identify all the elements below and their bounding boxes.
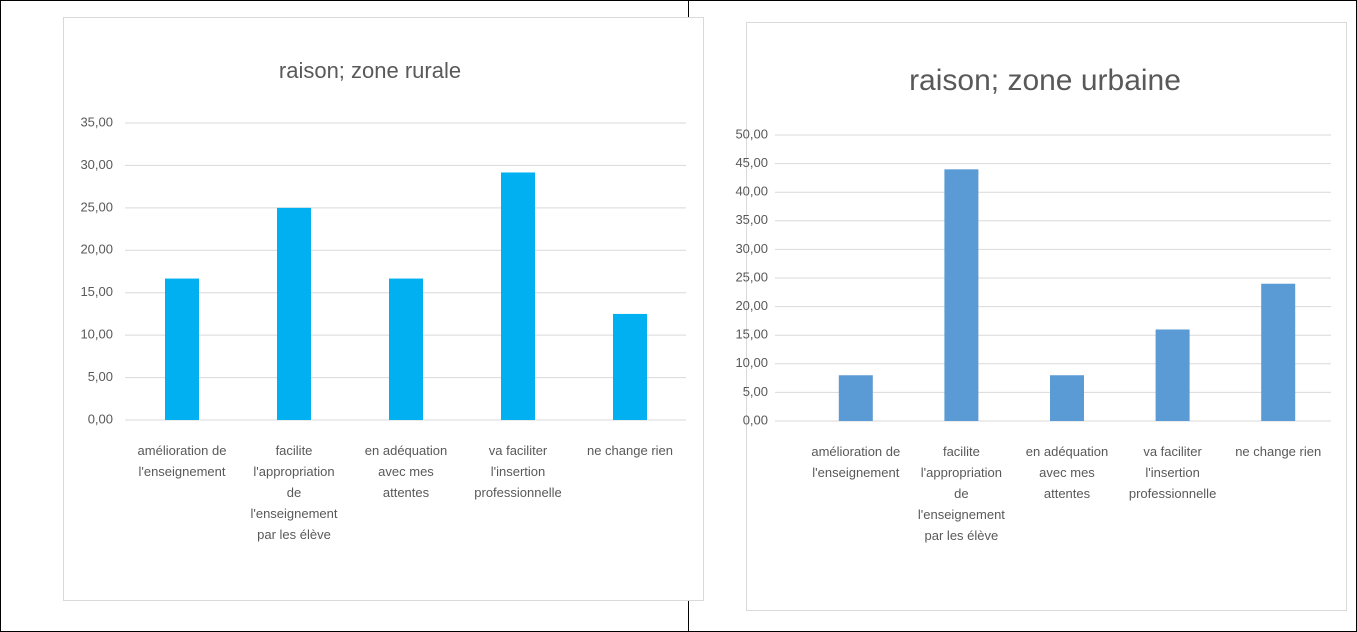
bar xyxy=(165,278,199,420)
bar xyxy=(838,375,873,421)
x-tick-label: en adéquation avec mes attentes xyxy=(365,443,447,500)
chart-box xyxy=(746,22,1347,611)
x-tick-label: facilite l'appropriation de l'enseignement p… xyxy=(918,444,1005,543)
x-tick-label: en adéquation avec mes attentes xyxy=(1026,444,1108,501)
y-tick-label: 20,00 xyxy=(735,298,768,313)
x-tick-label: amélioration de l'enseignement xyxy=(811,444,900,480)
bar xyxy=(944,169,979,421)
chart-box xyxy=(63,17,704,601)
y-tick-label: 45,00 xyxy=(735,155,768,170)
y-tick-label: 10,00 xyxy=(80,327,113,342)
bar xyxy=(389,278,423,420)
y-tick-label: 35,00 xyxy=(80,114,113,129)
y-tick-label: 5,00 xyxy=(743,384,768,399)
bar xyxy=(501,172,535,420)
y-tick-label: 0,00 xyxy=(88,411,113,426)
chart-title: raison; zone rurale xyxy=(279,58,461,83)
y-tick-label: 15,00 xyxy=(80,284,113,299)
y-tick-label: 25,00 xyxy=(80,199,113,214)
x-tick-label: va faciliter l'insertion professionnelle xyxy=(1129,444,1216,501)
bar xyxy=(277,207,311,420)
x-tick-label: amélioration de l'enseignement xyxy=(138,443,227,479)
y-tick-label: 35,00 xyxy=(735,212,768,227)
bar xyxy=(1155,329,1190,421)
y-tick-label: 15,00 xyxy=(735,327,768,342)
bar xyxy=(613,313,647,420)
x-tick-label: ne change rien xyxy=(1235,444,1321,459)
y-tick-label: 30,00 xyxy=(735,241,768,256)
y-tick-label: 40,00 xyxy=(735,184,768,199)
y-tick-label: 50,00 xyxy=(735,126,768,141)
x-tick-label: ne change rien xyxy=(587,443,673,458)
bar xyxy=(1261,283,1296,421)
y-tick-label: 25,00 xyxy=(735,269,768,284)
y-tick-label: 0,00 xyxy=(743,412,768,427)
y-tick-label: 20,00 xyxy=(80,242,113,257)
x-tick-label: facilite l'appropriation de l'enseignement p… xyxy=(250,443,337,542)
x-tick-label: va faciliter l'insertion professionnelle xyxy=(474,443,561,500)
y-tick-label: 30,00 xyxy=(80,157,113,172)
bar xyxy=(1050,375,1084,421)
y-tick-label: 5,00 xyxy=(88,369,113,384)
chart-title: raison; zone urbaine xyxy=(909,64,1181,97)
y-tick-label: 10,00 xyxy=(735,355,768,370)
